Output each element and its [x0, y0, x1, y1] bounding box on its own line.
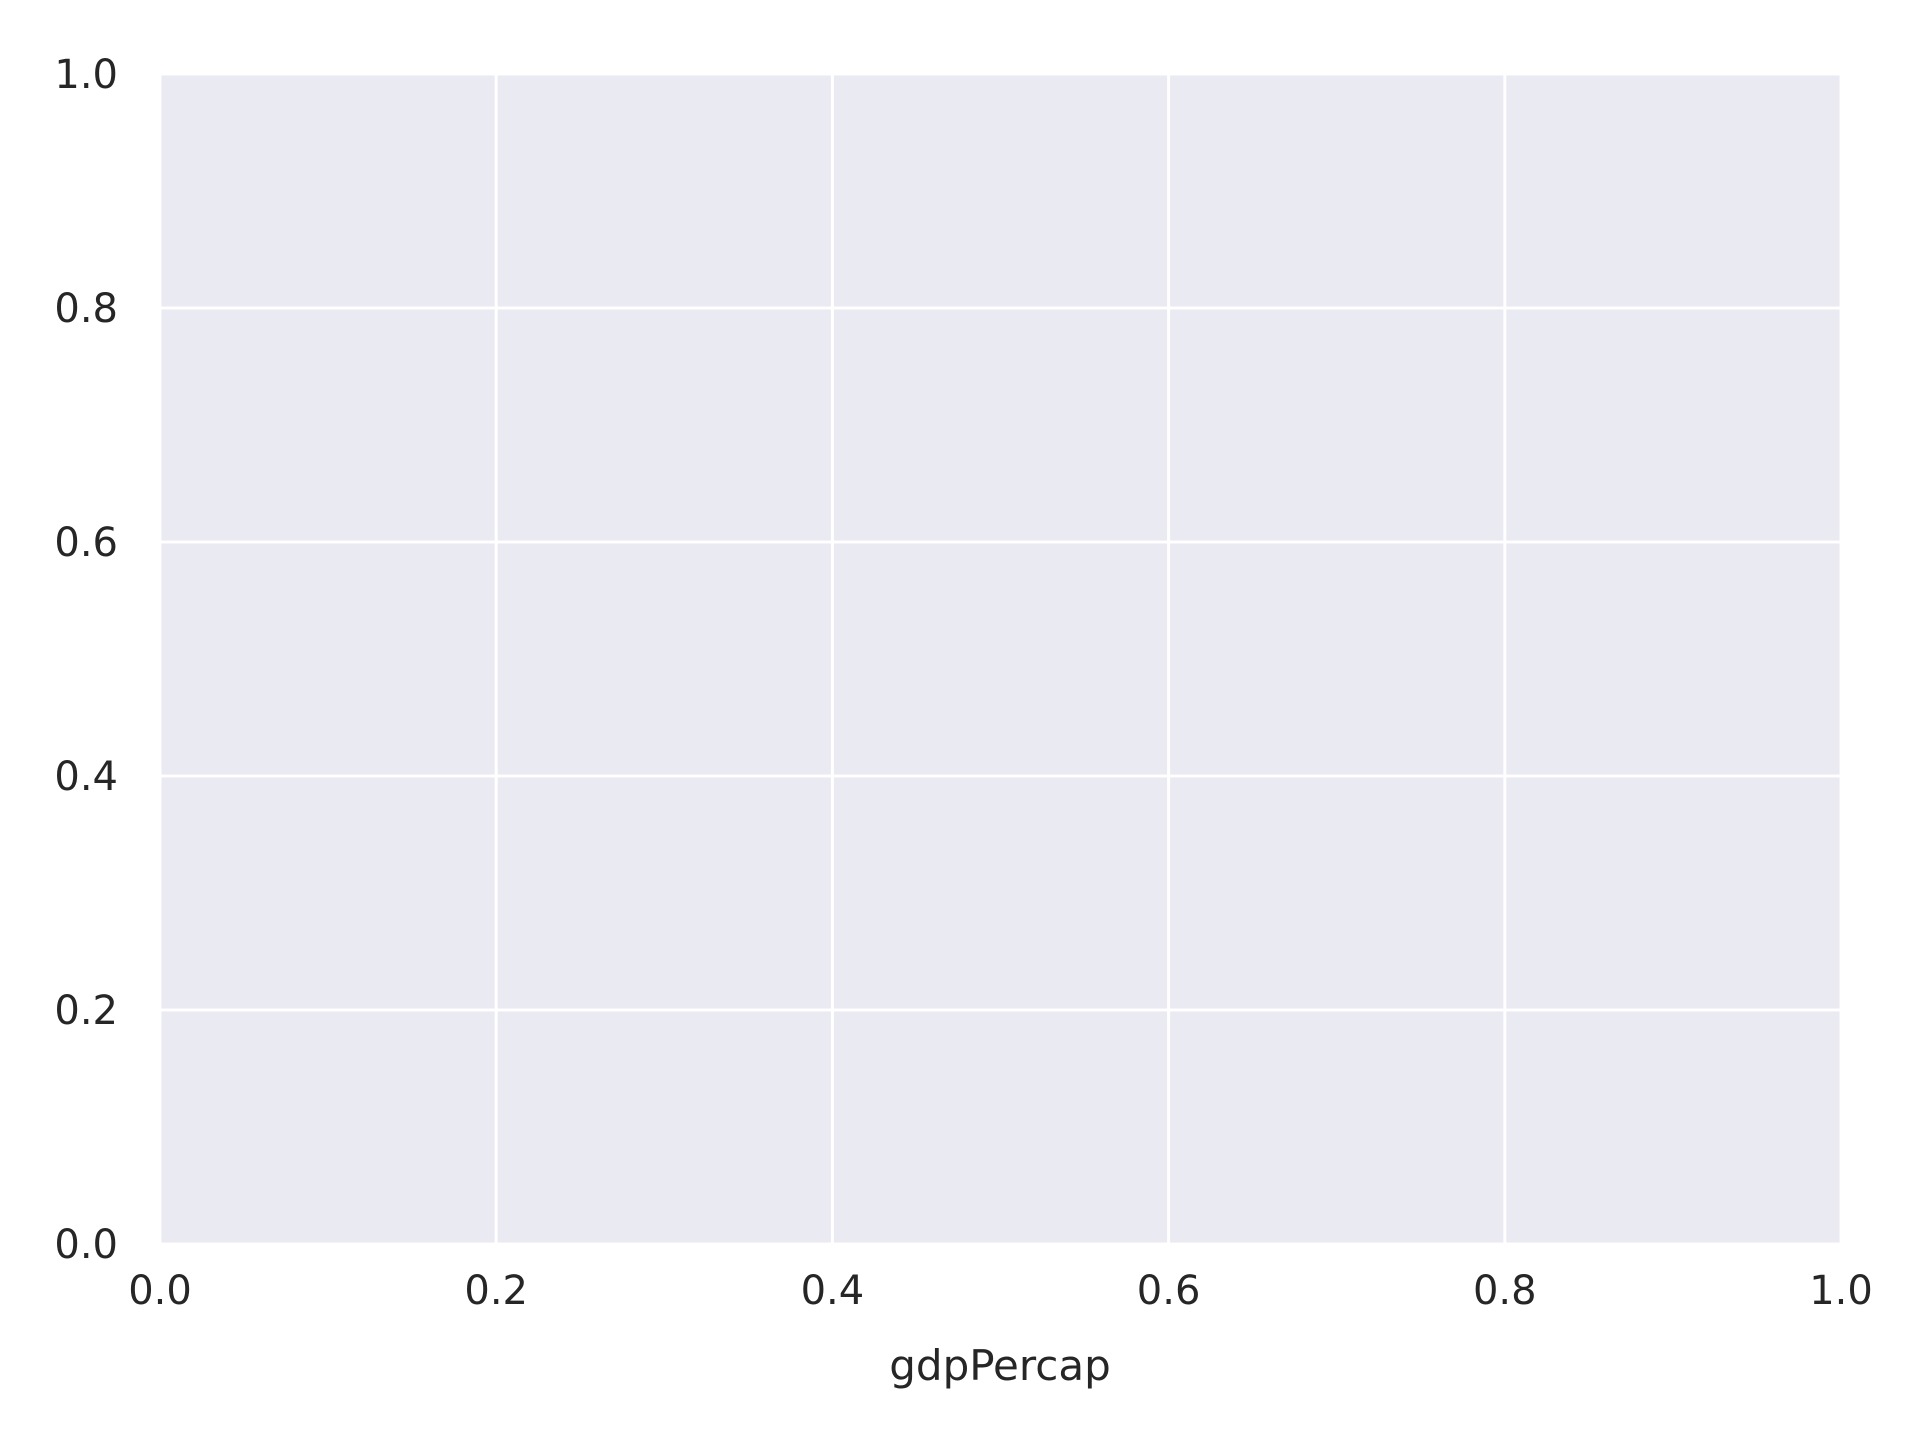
- y-tick-label: 0.8: [54, 286, 118, 332]
- y-tick-label: 1.0: [54, 52, 118, 98]
- x-tick-labels: 0.0 0.2 0.4 0.6 0.8 1.0: [128, 1268, 1873, 1314]
- plot-area: [160, 74, 1841, 1244]
- y-tick-label: 0.2: [54, 988, 118, 1034]
- x-tick-label: 0.8: [1473, 1268, 1537, 1314]
- x-tick-label: 0.2: [464, 1268, 528, 1314]
- x-axis-label: gdpPercap: [889, 1341, 1110, 1390]
- y-tick-label: 0.0: [54, 1222, 118, 1268]
- y-tick-labels: 0.0 0.2 0.4 0.6 0.8 1.0: [54, 52, 118, 1268]
- x-tick-label: 0.4: [801, 1268, 865, 1314]
- y-tick-label: 0.6: [54, 520, 118, 566]
- y-tick-label: 0.4: [54, 754, 118, 800]
- x-tick-label: 1.0: [1809, 1268, 1873, 1314]
- grid-lines: [158, 72, 1843, 1246]
- x-tick-label: 0.6: [1137, 1268, 1201, 1314]
- x-tick-label: 0.0: [128, 1268, 192, 1314]
